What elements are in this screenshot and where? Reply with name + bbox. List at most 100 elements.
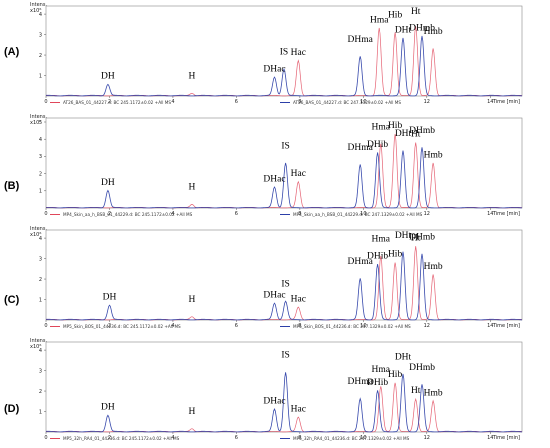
x-axis-label: Time [min] xyxy=(492,435,520,441)
y-tick-label: 4 xyxy=(39,236,42,242)
x-tick-label: 6 xyxy=(235,99,238,105)
y-tick-label: 3 xyxy=(39,154,42,160)
chromatogram-panel-a: (A) Intens. x10⁶ 1 2 3 4 0 2 4 6 8 10 12 14 Time [min]… xyxy=(0,0,550,112)
y-axis-label: Intens. xyxy=(30,226,47,232)
plot-frame xyxy=(45,117,523,209)
x-tick-label: 12 xyxy=(424,211,430,217)
y-tick-label: 5 xyxy=(39,120,42,126)
y-tick-label: 3 xyxy=(39,32,42,38)
y-tick-label: 2 xyxy=(39,53,42,59)
legend-entry: AT26_BAS_01_44227.d: BC 247.1329±0.02 +A… xyxy=(293,100,401,105)
panel-label: (B) xyxy=(4,180,20,192)
x-tick-label: 2 xyxy=(108,323,111,329)
peak-label: Hma xyxy=(370,15,389,25)
y-tick-label: 4 xyxy=(39,348,42,354)
peak-label: IS xyxy=(281,280,289,290)
panel-label: (D) xyxy=(4,403,20,415)
x-tick-label: 10 xyxy=(360,323,366,329)
peak-label: H xyxy=(189,295,196,305)
y-multiplier: x10⁶ xyxy=(30,344,41,350)
y-tick-label: 2 xyxy=(39,389,42,395)
x-tick-label: 8 xyxy=(298,435,301,441)
trace-247 xyxy=(46,35,522,97)
peak-label: Hib xyxy=(388,370,403,380)
x-tick-label: 10 xyxy=(360,435,366,441)
peak-label: Hib xyxy=(388,121,403,131)
x-tick-label: 12 xyxy=(424,99,430,105)
legend-entry: MP5_32h_RA4_01_44236.d: BC 247.1329±0.02… xyxy=(293,436,410,441)
legend-entry: MP4_Skin_aa_h_BSB_01_44229.d: BC 247.132… xyxy=(293,212,423,217)
peak-label: Ht xyxy=(411,233,421,243)
x-axis-label: Time [min] xyxy=(492,99,520,105)
x-tick-label: 0 xyxy=(44,435,47,441)
peak-label: DH xyxy=(101,178,115,188)
peak-label: DHma xyxy=(347,35,373,45)
peak-label: Ht xyxy=(411,130,421,140)
peak-label: DHac xyxy=(263,174,285,184)
x-tick-label: 0 xyxy=(44,323,47,329)
peak-label: DHac xyxy=(263,291,285,301)
x-tick-label: 8 xyxy=(298,211,301,217)
peak-label: Hmb xyxy=(424,388,443,398)
peak-label: DHac xyxy=(263,396,285,406)
peak-label: Hma xyxy=(372,235,391,245)
trace-247 xyxy=(46,372,522,433)
x-tick-label: 10 xyxy=(360,211,366,217)
chromatogram-panel-d: (D) Intens. x10⁶ 1 2 3 4 0 2 4 6 8 10 12 14 Time [min]… xyxy=(0,336,550,448)
peak-label: Hmb xyxy=(424,27,443,37)
legend-entry: MP5_Skin_BOS_01_44236.d: BC 247.1329±0.0… xyxy=(293,324,411,329)
peak-label: DH xyxy=(101,72,115,82)
peak-label: H xyxy=(189,183,196,193)
legend-entry: MP5_32h_RA4_01_44236.d: BC 245.1172±0.02… xyxy=(63,436,180,441)
y-axis-label: Intens. xyxy=(30,114,47,120)
peak-label: DHt xyxy=(395,26,412,36)
peak-label: Ht xyxy=(411,386,421,396)
x-tick-label: 6 xyxy=(235,211,238,217)
peak-label: DHt xyxy=(395,353,412,363)
peak-label: DHmb xyxy=(409,363,435,373)
trace-247 xyxy=(46,147,523,209)
y-axis-label: Intens. xyxy=(30,338,47,344)
peak-label: Hmb xyxy=(424,150,443,160)
x-tick-label: 10 xyxy=(360,99,366,105)
x-tick-label: 14 xyxy=(487,211,493,217)
legend-entry: MP5_Skin_BOS_01_44236.d: BC 245.1172±0.0… xyxy=(63,324,181,329)
x-tick-label: 8 xyxy=(298,323,301,329)
peak-label: Ht xyxy=(411,7,421,17)
x-tick-label: 0 xyxy=(44,99,47,105)
y-tick-label: 1 xyxy=(39,73,42,79)
trace-247 xyxy=(46,251,522,321)
peak-label: DHib xyxy=(367,140,388,150)
x-tick-label: 4 xyxy=(171,211,174,217)
peak-label: Hac xyxy=(291,48,306,58)
peak-label: IS xyxy=(281,351,289,361)
y-tick-label: 4 xyxy=(39,137,42,143)
peak-label: DHma xyxy=(347,143,373,153)
peak-label: DHmb xyxy=(409,24,435,34)
peak-label: DHma xyxy=(347,257,373,267)
y-axis-label: Intens. xyxy=(30,2,47,8)
x-tick-label: 8 xyxy=(298,99,301,105)
peak-label: DHt xyxy=(395,129,412,139)
x-tick-label: 2 xyxy=(108,99,111,105)
peak-label: DHib xyxy=(367,378,388,388)
y-tick-label: 2 xyxy=(39,277,42,283)
chromatogram-panel-c: (C) Intens. x10⁶ 1 2 3 4 0 2 4 6 8 10 12 14 Time [min]… xyxy=(0,224,550,336)
peak-label: DH xyxy=(103,293,117,303)
y-tick-label: 1 xyxy=(39,409,42,415)
peak-label: DHmb xyxy=(409,126,435,136)
x-axis-label: Time [min] xyxy=(492,211,520,217)
y-tick-label: 3 xyxy=(39,368,42,374)
legend-entry: MP4_Skin_aa_h_BSB_01_44229.d: BC 245.117… xyxy=(63,212,193,217)
peak-label: IS xyxy=(281,141,289,151)
peak-label: DHt xyxy=(395,231,412,241)
peak-label: H xyxy=(189,72,196,82)
y-multiplier: x10⁶ xyxy=(30,120,41,126)
peak-label: Hib xyxy=(388,250,403,260)
peak-label: DHib xyxy=(367,252,388,262)
y-multiplier: x10⁶ xyxy=(30,232,41,238)
